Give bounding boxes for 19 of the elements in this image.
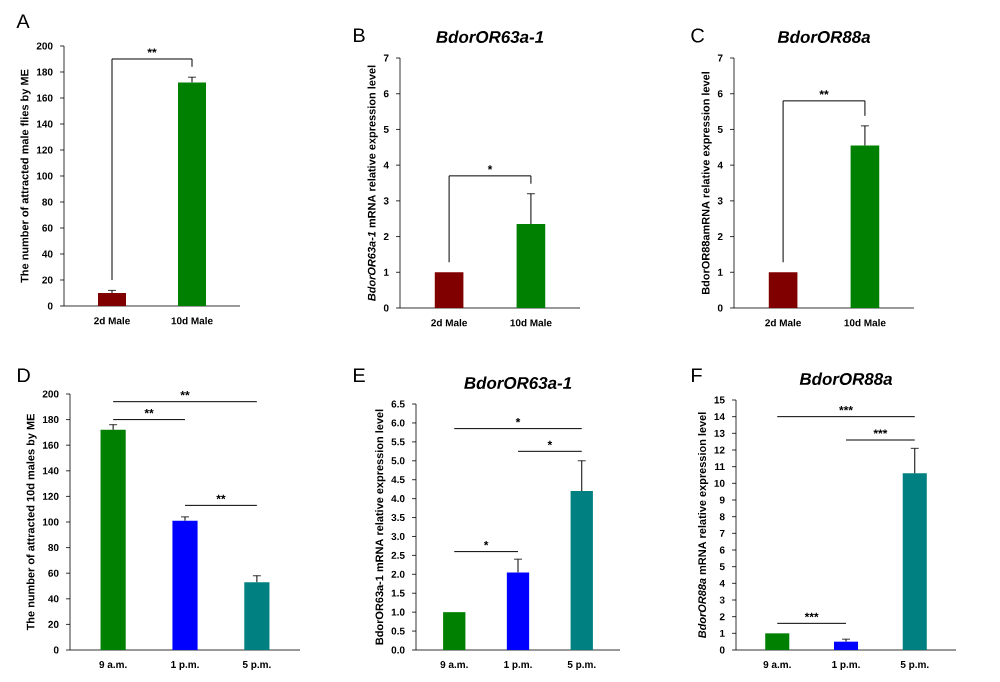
text: D bbox=[18, 368, 30, 383]
chart-title: BdorOR63a-1 bbox=[464, 376, 572, 390]
bar bbox=[833, 641, 859, 650]
bar bbox=[570, 491, 593, 650]
bar bbox=[765, 633, 790, 650]
text: A bbox=[16, 14, 30, 29]
bar bbox=[244, 582, 270, 650]
text: E bbox=[354, 368, 365, 383]
chart-title: BdorOR63a-1 bbox=[436, 30, 544, 44]
text: B bbox=[354, 28, 365, 43]
bar bbox=[172, 520, 198, 650]
chart-title: BdorOR88a bbox=[777, 30, 871, 44]
bar bbox=[902, 473, 927, 650]
text: C bbox=[691, 28, 705, 43]
bar bbox=[100, 429, 126, 650]
bar bbox=[506, 572, 530, 650]
text: F bbox=[692, 368, 702, 383]
bar bbox=[443, 612, 466, 650]
chart-title: BdorOR88a bbox=[799, 372, 893, 385]
